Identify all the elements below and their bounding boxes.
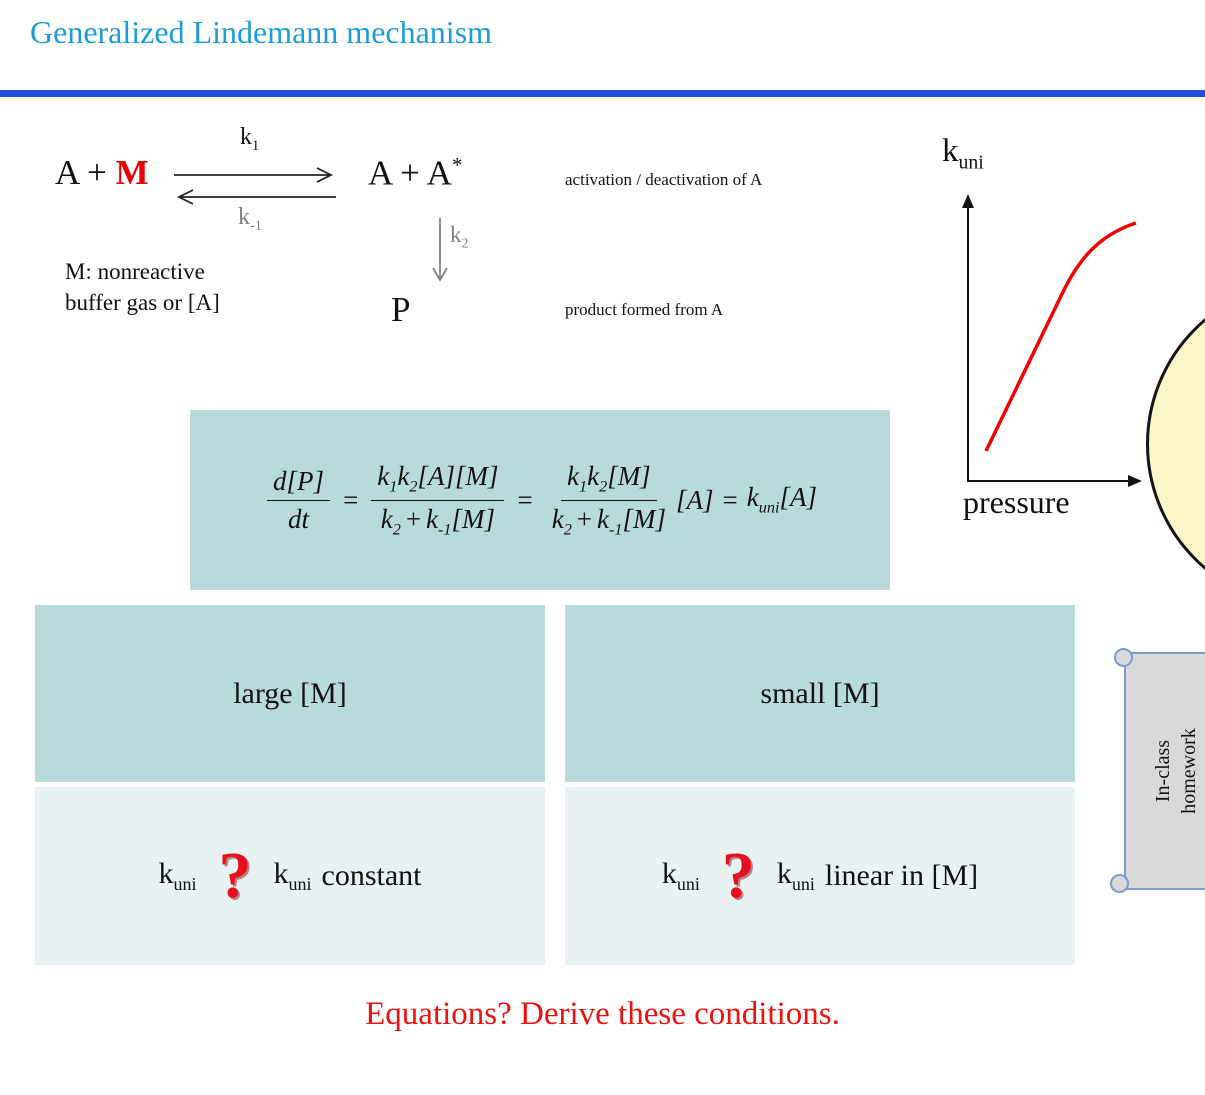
activation-annotation: activation / deactivation of A bbox=[565, 170, 763, 189]
slide-title: Generalized Lindemann mechanism bbox=[30, 14, 493, 50]
rate-equation-box: d[P] dt = k1k2[A][M] k2 + k-1[M] = k1k2[M]… bbox=[190, 410, 890, 590]
product-annotation: product formed from A bbox=[565, 300, 724, 319]
equals-sign: = bbox=[722, 484, 738, 515]
graph-y-axis-label: kuni bbox=[942, 133, 984, 174]
graph-x-axis-label: pressure bbox=[963, 484, 1070, 520]
large-m-conclusion: constant bbox=[321, 859, 422, 892]
title-rule bbox=[0, 90, 1205, 97]
kuni-vs-pressure-plot bbox=[962, 194, 1142, 487]
scroll-body: In-class homework bbox=[1124, 652, 1205, 890]
kuni-symbol: kuni bbox=[776, 857, 815, 894]
equilibrium-arrows-icon bbox=[174, 167, 336, 205]
reaction-arrow-down-icon bbox=[432, 218, 448, 282]
equals-sign: = bbox=[343, 484, 359, 515]
case-large-m-body: kuni ? kuni constant bbox=[35, 787, 545, 965]
reactant-a: A + bbox=[55, 153, 116, 192]
question-mark: ? bbox=[721, 839, 755, 912]
small-m-conclusion: linear in [M] bbox=[824, 859, 979, 892]
scroll-curl-icon bbox=[1114, 648, 1133, 667]
equals-sign: = bbox=[517, 484, 533, 515]
kuni-term: kuni[A] bbox=[746, 482, 817, 517]
kuni-symbol: kuni bbox=[661, 857, 700, 894]
footer-prompt: Equations? Derive these conditions. bbox=[365, 996, 840, 1032]
reaction-reactants: A + M bbox=[55, 153, 149, 193]
case-large-m-header: large [M] bbox=[35, 605, 545, 782]
fraction-kuni-definition: k1k2[M] k2 + k-1[M] bbox=[551, 461, 667, 538]
case-small-m-header: small [M] bbox=[565, 605, 1075, 782]
collider-note: M: nonreactive buffer gas or [A] bbox=[65, 259, 220, 316]
question-mark: ? bbox=[218, 839, 252, 912]
collider-m: M bbox=[115, 153, 149, 192]
scroll-label: In-class homework bbox=[1151, 728, 1200, 814]
case-small-m-body: kuni ? kuni linear in [M] bbox=[565, 787, 1075, 965]
homework-scroll: In-class homework bbox=[1110, 648, 1205, 893]
k2-label: k2 bbox=[450, 222, 469, 251]
scroll-curl-icon bbox=[1110, 874, 1129, 893]
kuni-symbol: kuni bbox=[273, 857, 312, 894]
k-reverse-label: k-1 bbox=[238, 204, 262, 234]
conc-a-factor: [A] bbox=[676, 484, 714, 515]
fraction-dpdt: d[P] dt bbox=[267, 466, 331, 535]
product-p: P bbox=[391, 290, 411, 329]
kuni-symbol: kuni bbox=[158, 857, 197, 894]
k-forward-label: k1 bbox=[240, 124, 260, 154]
activated-species: A + A* bbox=[368, 153, 463, 193]
fraction-full-rate: k1k2[A][M] k2 + k-1[M] bbox=[371, 461, 505, 539]
